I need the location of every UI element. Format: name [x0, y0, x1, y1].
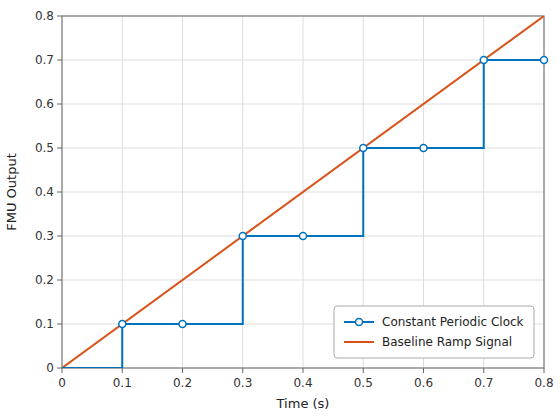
- x-tick: [303, 368, 304, 373]
- x-tick: [182, 368, 183, 373]
- x-tick: [363, 368, 364, 373]
- y-tick: [57, 148, 62, 149]
- y-grid-line: [62, 280, 544, 281]
- axes: 0 0.1 0.2 0.3 0.4 0.5 0.6 0.7 0.8 0 0.1 0.2 0.3 0.4 0.…: [35, 9, 554, 390]
- y-tick: [57, 104, 62, 105]
- x-tick-label: 0.4: [293, 376, 312, 390]
- y-tick: [57, 368, 62, 369]
- x-tick-label: 0.8: [534, 376, 553, 390]
- chart: 0 0.1 0.2 0.3 0.4 0.5 0.6 0.7 0.8 0 0.1 0.2 0.3 0.4 0.…: [0, 0, 560, 420]
- series-marker: [420, 145, 427, 152]
- series-marker: [119, 321, 126, 328]
- series-marker: [179, 321, 186, 328]
- x-tick: [483, 368, 484, 373]
- y-tick: [57, 236, 62, 237]
- x-tick: [242, 368, 243, 373]
- series-line: [62, 60, 544, 368]
- series-marker: [360, 145, 367, 152]
- x-tick-label: 0.1: [113, 376, 132, 390]
- plot-background: [62, 16, 544, 368]
- x-tick-label: 0.3: [233, 376, 252, 390]
- plot-frame: [62, 16, 544, 368]
- x-tick-label: 0.2: [173, 376, 192, 390]
- legend-marker: [356, 319, 363, 326]
- x-tick: [544, 368, 545, 373]
- y-tick: [57, 192, 62, 193]
- y-tick-label: 0.5: [35, 141, 54, 155]
- grid: [62, 16, 544, 368]
- y-tick-label: 0.6: [35, 97, 54, 111]
- y-tick-label: 0.3: [35, 229, 54, 243]
- y-grid-line: [62, 104, 544, 105]
- x-tick-label: 0.6: [414, 376, 433, 390]
- y-axis-label: FMU Output: [4, 153, 19, 231]
- legend-label: Constant Periodic Clock: [382, 315, 524, 329]
- y-grid-line: [62, 60, 544, 61]
- series-marker: [541, 57, 548, 64]
- y-tick-label: 0: [46, 361, 54, 375]
- x-tick-label: 0.5: [354, 376, 373, 390]
- series-lines: [62, 16, 544, 368]
- x-axis-label: Time (s): [276, 396, 330, 411]
- y-tick: [57, 280, 62, 281]
- y-tick-label: 0.2: [35, 273, 54, 287]
- series-line: [62, 16, 544, 368]
- y-tick: [57, 324, 62, 325]
- legend-box: [334, 306, 534, 358]
- x-tick-label: 0: [58, 376, 66, 390]
- y-tick: [57, 16, 62, 17]
- y-tick-label: 0.4: [35, 185, 54, 199]
- series-marker: [480, 57, 487, 64]
- series-markers: [119, 57, 548, 328]
- x-tick: [122, 368, 123, 373]
- y-tick-label: 0.7: [35, 53, 54, 67]
- x-tick-label: 0.7: [474, 376, 493, 390]
- x-tick: [423, 368, 424, 373]
- y-tick-label: 0.1: [35, 317, 54, 331]
- y-tick-label: 0.8: [35, 9, 54, 23]
- legend-label: Baseline Ramp Signal: [382, 335, 512, 349]
- series-marker: [300, 233, 307, 240]
- legend-swatch: [344, 341, 374, 343]
- series-marker: [239, 233, 246, 240]
- legend: Constant Periodic Clock Baseline Ramp Sig…: [334, 306, 534, 358]
- x-tick: [62, 368, 63, 373]
- y-tick: [57, 60, 62, 61]
